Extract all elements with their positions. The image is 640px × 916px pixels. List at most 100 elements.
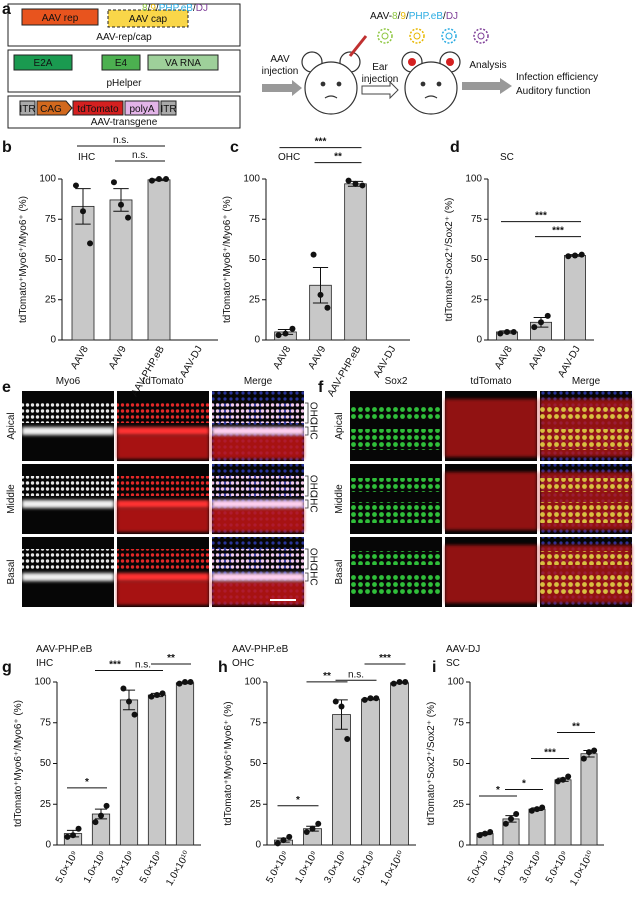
x-tick-label: AAV-PHP.eB [326,344,364,399]
serotype: DJ [446,11,458,22]
serotype: 9 [400,11,406,22]
gene-label: ITR [19,104,35,115]
y-tick-label: 25 [453,799,465,810]
serotype-separator: / [398,11,401,22]
x-tick-label: 3.0×10⁹ [518,849,545,885]
bar [390,682,409,846]
ohc-row [212,403,304,423]
y-tick-label: 75 [249,214,261,225]
capsid-icon [381,32,389,40]
bracket [305,402,309,424]
chart-title: AAV-DJ [446,644,480,655]
micrograph [117,537,209,607]
plasmid-name: AAV-rep/cap [96,32,152,43]
mouse-icon [301,35,461,115]
sc-row [540,502,632,523]
chart-title: SC [500,152,514,163]
y-tick-label: 75 [250,717,262,728]
significance-label: ** [323,671,331,682]
image-background [350,464,442,534]
micrograph [22,464,114,534]
data-point [390,680,397,687]
data-point [580,755,587,762]
gene-label: E4 [115,58,128,69]
bracket-label: OHC [307,402,318,424]
x-tick-label: AAV-DJ [372,344,399,379]
sc-row [350,502,442,523]
ihc-row [212,427,304,435]
bracket-label: IHC [307,422,318,439]
plasmid-diagram [7,3,241,129]
micrograph [540,391,632,461]
micrograph [212,391,304,461]
ohc-row [22,549,114,569]
y-tick-label: 50 [250,758,262,769]
fluorescence [212,435,304,459]
fluorescence [445,545,537,603]
significance-label: *** [109,660,121,671]
y-axis-label: tdTomato⁺Sox2⁺/Sox2⁺ (%) [426,702,437,826]
micrograph [117,391,209,461]
data-point [534,806,540,813]
y-tick-label: 50 [40,758,52,769]
bar [344,183,367,341]
gene-label: polyA [129,104,154,115]
data-point [476,832,483,839]
y-axis-label: tdTomato⁺Myo6⁺/Myo6⁺ (%) [18,196,29,323]
data-point [578,251,585,258]
significance-label: n.s. [348,669,364,680]
ihc-row [212,573,304,581]
significance-label: * [296,795,300,806]
micrograph [22,537,114,607]
outcome-label: Auditory function [516,86,591,97]
ohc-row [212,476,304,496]
data-point [118,201,124,208]
data-point [70,832,76,839]
data-point [513,811,520,818]
y-tick-label: 0 [476,335,482,346]
plasmid-name: AAV-transgene [91,117,158,128]
micrograph [445,464,537,534]
significance-label: n.s. [135,660,151,671]
row-label: Middle [334,484,345,514]
bar [71,205,95,341]
capsid-icon [477,32,485,40]
data-point [539,804,546,811]
serotype: 9 [150,3,156,14]
row-label: Apical [6,412,17,439]
x-tick-label: 5.0×10⁹ [466,849,493,885]
significance-label: *** [544,748,556,759]
x-tick-label: 1.0×10¹⁰ [568,849,597,888]
y-tick-label: 25 [250,799,262,810]
image-background [350,537,442,607]
data-point [586,749,592,756]
y-tick-label: 100 [39,174,56,185]
column-header: tdTomato [142,376,184,387]
y-tick-label: 0 [50,335,56,346]
ihc-row [212,500,304,508]
y-axis-label: tdTomato⁺Myo6⁺/Myo6⁺ (%) [222,196,233,323]
significance-label: * [85,777,89,788]
y-tick-label: 75 [40,717,52,728]
data-point [148,693,155,700]
significance-label: n.s. [132,150,148,161]
y-tick-label: 50 [249,254,261,265]
data-point [289,325,296,332]
data-point [504,328,510,335]
data-point [286,833,293,840]
serotype-separator: / [156,3,159,14]
y-axis-label: tdTomato⁺Myo6⁺Myo6⁺ (%) [223,701,234,825]
step-label: injection [362,74,399,85]
y-tick-label: 0 [45,840,51,851]
y-tick-label: 100 [34,677,51,688]
sc-row [540,478,632,492]
image-background [22,537,114,607]
y-tick-label: 25 [249,294,261,305]
workflow-arrows [262,78,512,100]
capsid-icon [445,32,453,40]
data-point [345,177,352,184]
x-tick-label: AAV8 [69,344,91,371]
data-point [154,692,160,699]
outcome-label: Infection efficiency [516,72,598,83]
chart-title: AAV-PHP.eB [232,644,289,655]
